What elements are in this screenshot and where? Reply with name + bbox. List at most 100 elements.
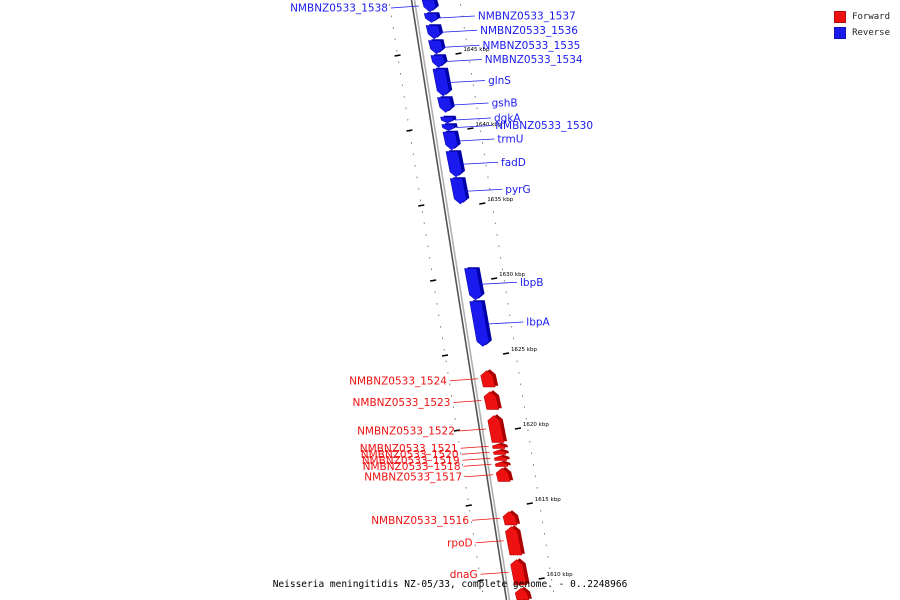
- tick-label: 1625 kbp: [511, 347, 537, 353]
- leader-line: [460, 445, 489, 449]
- gene-label: NMBNZ0533_1530: [495, 120, 593, 132]
- tick-layer: 1645 kbp 1640 kbp 1635 kbp 1630 kbp 1625 kbp…: [394, 47, 573, 582]
- leader-line: [475, 540, 504, 544]
- gene-arrow-NMBNZ0533_1516: [502, 511, 518, 526]
- gene-arrow-NMBNZ0533_1521: [491, 443, 506, 449]
- tick-label: 1645 kbp: [464, 47, 490, 53]
- gene-arrow-NMBNZ0533_1517: [495, 467, 511, 482]
- legend-item-forward: Forward: [834, 9, 890, 25]
- tick-mark: [394, 54, 401, 57]
- gene-arrow-glnS: [432, 68, 450, 97]
- gene-arrow-NMBNZ0533_1522: [487, 415, 505, 443]
- tick-mark: [455, 52, 462, 55]
- tick-mark: [465, 504, 472, 507]
- legend-item-reverse: Reverse: [834, 25, 890, 41]
- gene-arrow-dnaG: [510, 559, 527, 586]
- gene-label: rpoD: [447, 537, 473, 549]
- tick-mark: [526, 502, 533, 505]
- gene-label: lbpA: [526, 317, 550, 329]
- tick-mark: [538, 577, 545, 580]
- gene-arrow-NMBNZ0533_1534: [430, 55, 445, 68]
- gene-label: NMBNZ0533_1520: [361, 449, 459, 461]
- gene-arrow-fadD: [445, 151, 463, 178]
- tick-mark: [406, 129, 413, 132]
- gene-arrow-NMBNZ0533_1535: [428, 40, 443, 55]
- gene-arrow-gshB: [437, 97, 453, 113]
- gene-arrow-NMBNZ0533_1520: [492, 449, 507, 455]
- tick-mark: [453, 429, 461, 432]
- gene-label: NMBNZ0533_1536: [480, 25, 578, 37]
- leader-line: [461, 451, 490, 455]
- leader-line: [445, 59, 482, 62]
- gene-label: NMBNZ0533_1538: [290, 3, 388, 15]
- gene-arrow-NMBNZ0533_1536: [425, 25, 441, 40]
- reverse-swatch-icon: [834, 27, 847, 39]
- gene-arrow-pyrG: [449, 178, 467, 205]
- leader-line: [454, 117, 492, 121]
- gene-arrow-trmU: [442, 131, 459, 151]
- gene-label: NMBNZ0533_1522: [357, 426, 455, 438]
- leader-line: [480, 281, 518, 285]
- label-layer: NMBNZ0533_1538 NMBNZ0533_1537 NMBNZ0533_15…: [290, 3, 593, 581]
- tick-label: 1615 kbp: [535, 497, 561, 503]
- tick-label: 1610 kbp: [547, 572, 573, 578]
- gene-arrow-rpoD: [505, 526, 523, 556]
- leader-line: [390, 5, 419, 9]
- tick-label: 1640 kbp: [475, 122, 501, 128]
- gene-label: NMBNZ0533_1517: [364, 471, 462, 483]
- gene-arrow-NMBNZ0533_1538: [421, 0, 437, 13]
- leader-line: [472, 517, 501, 521]
- gene-arrow-NMBNZ0533_1519: [493, 455, 508, 461]
- tick-label: 1630 kbp: [499, 272, 525, 278]
- backbone-layer: [410, 0, 511, 600]
- leader-line: [466, 188, 503, 192]
- tick-mark: [502, 352, 510, 355]
- gene-label: glnS: [488, 75, 511, 87]
- map-caption: Neisseria meningitidis NZ-05/33, complet…: [272, 579, 628, 590]
- gene-arrow-lbpA: [469, 301, 490, 347]
- gene-arrow-unnamed: [514, 587, 530, 600]
- gene-label: lbpB: [520, 277, 543, 289]
- tick-mark: [430, 279, 437, 282]
- gene-arrow-lbpB: [464, 268, 482, 301]
- legend-label-forward: Forward: [852, 12, 890, 22]
- gene-arrow-NMBNZ0533_1530: [441, 124, 455, 131]
- gene-label: NMBNZ0533_1537: [478, 11, 576, 23]
- gene-label: NMBNZ0533_1535: [482, 40, 580, 52]
- tick-mark: [491, 277, 498, 280]
- leader-line: [443, 44, 480, 48]
- gene-arrow-NMBNZ0533_1523: [483, 391, 500, 410]
- tick-label: 1635 kbp: [487, 197, 513, 203]
- gene-label: NMBNZ0533_1518: [363, 461, 461, 473]
- tick-mark: [479, 202, 486, 205]
- forward-swatch-icon: [834, 11, 847, 23]
- leader-line: [449, 378, 478, 382]
- gene-label: dgkA: [494, 113, 521, 125]
- gene-arrow-dgkA: [440, 116, 454, 124]
- leader-line: [465, 474, 494, 478]
- gene-label: dnaG: [450, 569, 478, 581]
- gene-label: fadD: [501, 157, 526, 169]
- leader-line: [453, 400, 482, 403]
- leader-line: [449, 80, 486, 83]
- leader-line: [461, 161, 499, 165]
- leader-line: [452, 102, 489, 106]
- tick-mark: [514, 427, 522, 430]
- tick-mark: [441, 354, 449, 357]
- gene-label: NMBNZ0533_1519: [362, 455, 460, 467]
- gene-label: gshB: [492, 98, 518, 110]
- gene-arrow-NMBNZ0533_1537: [423, 13, 438, 23]
- tick-mark: [477, 579, 484, 582]
- leader-line: [487, 321, 524, 325]
- gene-label: pyrG: [505, 184, 530, 196]
- leader-line: [480, 571, 509, 575]
- leader-line: [441, 29, 478, 33]
- backbone-line: [413, 0, 511, 600]
- gene-label: NMBNZ0533_1521: [360, 443, 458, 455]
- leader-line: [456, 125, 493, 128]
- leader-line: [457, 428, 486, 432]
- tick-mark: [467, 127, 474, 130]
- gene-label: NMBNZ0533_1516: [371, 515, 469, 527]
- gene-layer: [421, 0, 532, 600]
